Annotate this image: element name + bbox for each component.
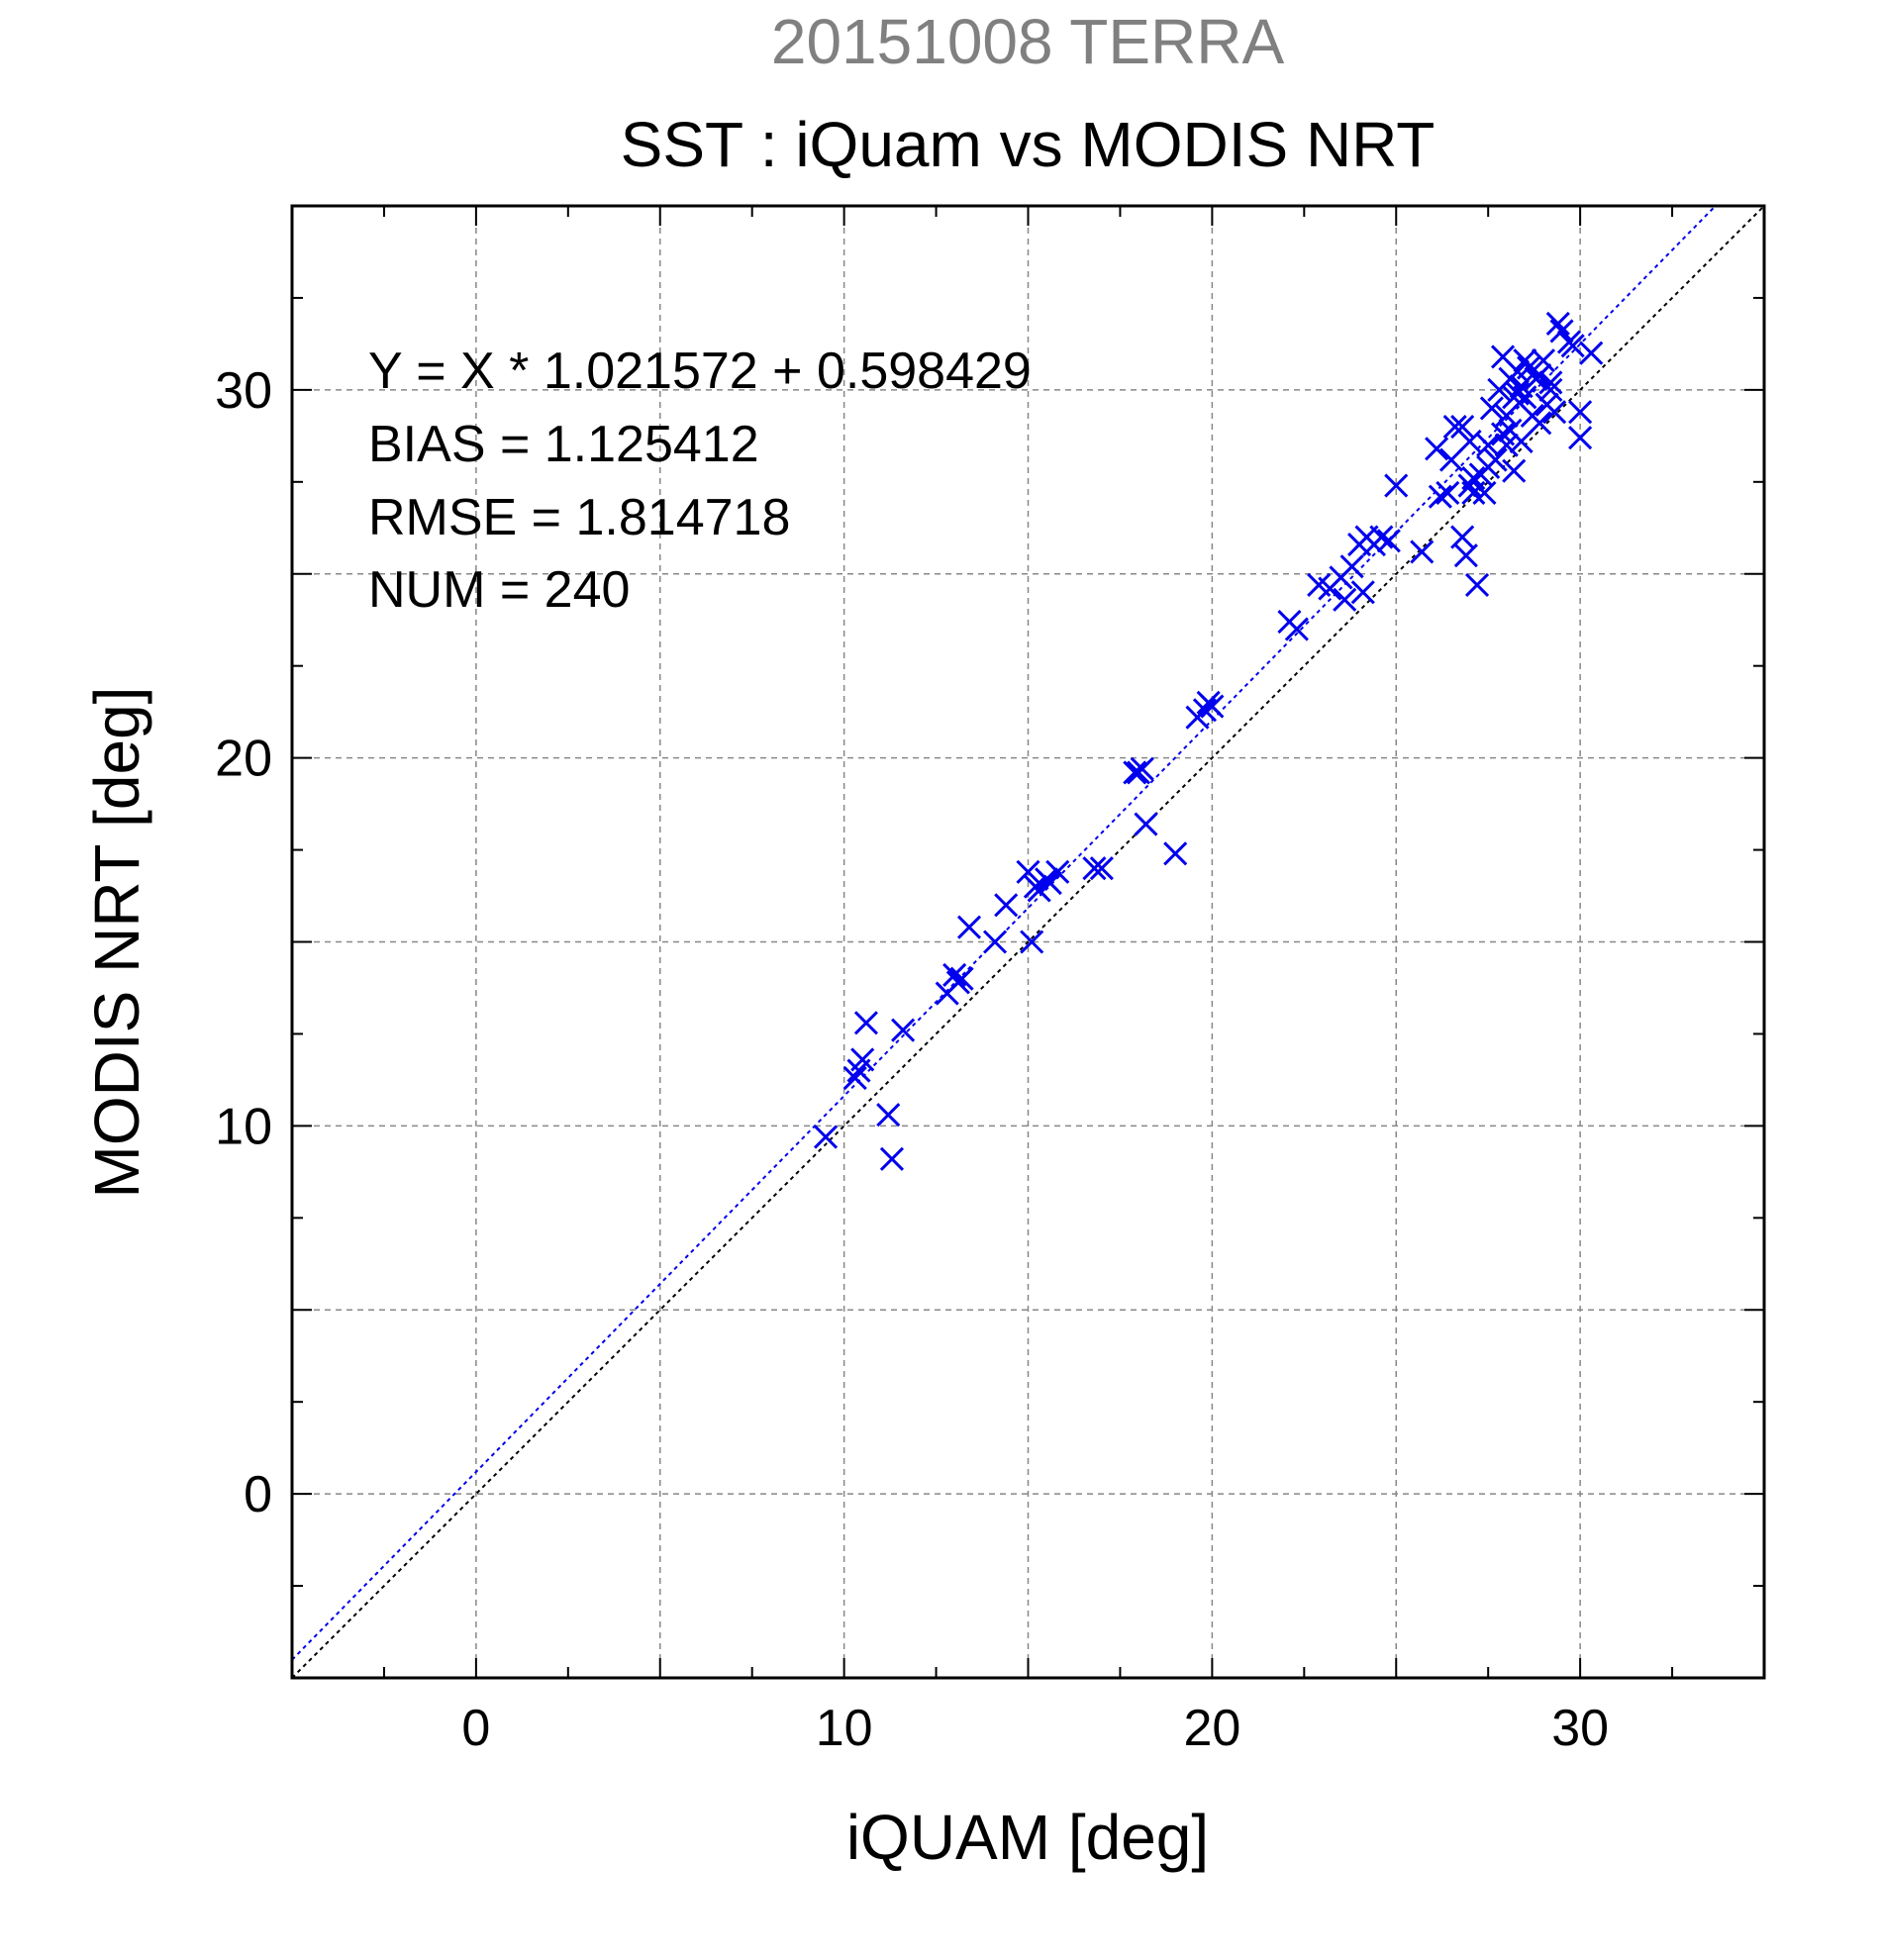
- data-point: [1123, 760, 1147, 785]
- data-point: [1464, 572, 1490, 597]
- stats-bias: BIAS = 1.125412: [368, 416, 759, 473]
- data-point: [942, 962, 967, 988]
- stats-rmse: RMSE = 1.814718: [368, 489, 790, 546]
- data-point: [1016, 859, 1040, 884]
- data-point: [1192, 698, 1218, 723]
- y-tick-label: 10: [215, 1098, 272, 1155]
- data-point: [1410, 539, 1435, 564]
- data-point: [1498, 418, 1523, 442]
- data-point: [1130, 756, 1154, 781]
- chart-title: SST : iQuam vs MODIS NRT: [621, 109, 1436, 180]
- y-tick-label: 0: [244, 1466, 272, 1523]
- data-point: [1436, 480, 1460, 506]
- data-point: [1020, 930, 1044, 954]
- data-point: [891, 1018, 916, 1042]
- data-point: [1472, 480, 1497, 506]
- data-point: [1163, 841, 1188, 866]
- data-point: [1579, 341, 1604, 365]
- x-tick-label: 30: [1551, 1700, 1609, 1757]
- data-point: [813, 1125, 839, 1149]
- data-point: [1038, 870, 1062, 896]
- data-point: [1505, 381, 1530, 406]
- data-point: [1027, 878, 1051, 903]
- identity-line: [292, 206, 1764, 1678]
- y-tick-label: 20: [215, 731, 272, 788]
- data-point: [1517, 355, 1541, 380]
- data-point: [1560, 334, 1585, 358]
- data-point: [853, 1011, 878, 1035]
- data-point: [1384, 473, 1409, 498]
- x-tick-label: 10: [816, 1700, 873, 1757]
- data-point: [949, 966, 974, 991]
- y-tick-labels: 0 10 20 30: [215, 362, 272, 1523]
- x-axis-label: iQUAM [deg]: [846, 1802, 1209, 1873]
- data-point: [1333, 587, 1357, 612]
- data-point: [956, 915, 982, 939]
- data-point: [876, 1103, 901, 1127]
- data-point: [1538, 377, 1563, 402]
- data-point: [1528, 411, 1552, 436]
- data-point: [1457, 429, 1482, 453]
- data-point: [1428, 484, 1452, 509]
- x-tick-label: 0: [461, 1700, 490, 1757]
- data-point: [1568, 426, 1593, 450]
- data-point: [1134, 812, 1158, 836]
- data-point: [842, 1065, 867, 1091]
- data-point: [1545, 311, 1570, 337]
- data-point: [1425, 437, 1449, 461]
- plot-frame: [290, 204, 1766, 1680]
- data-point: [1089, 856, 1114, 881]
- data-point: [1350, 580, 1375, 605]
- data-point: [1528, 362, 1552, 388]
- data-point: [1045, 859, 1070, 884]
- stats-equation: Y = X * 1.021572 + 0.598429: [368, 343, 1032, 400]
- x-tick-labels: 0 10 20 30: [461, 1700, 1609, 1757]
- stats-count: NUM = 240: [368, 561, 630, 619]
- data-point: [1502, 458, 1527, 483]
- data-point: [1450, 414, 1475, 440]
- data-point: [1531, 348, 1556, 373]
- data-point: [982, 930, 1008, 954]
- data-point: [1339, 554, 1364, 579]
- data-point: [1494, 403, 1519, 428]
- y-axis-label: MODIS NRT [deg]: [81, 687, 152, 1199]
- data-point: [1453, 543, 1478, 568]
- data-point: [1438, 447, 1464, 472]
- data-point: [1542, 400, 1567, 425]
- data-point: [879, 1146, 905, 1171]
- data-point: [1476, 454, 1501, 480]
- data-point: [1476, 433, 1501, 457]
- data-point: [1082, 856, 1107, 881]
- data-point: [1568, 400, 1593, 425]
- regression-line: [292, 206, 1718, 1661]
- data-point: [1479, 396, 1504, 421]
- data-point: [1538, 370, 1563, 395]
- data-point: [1494, 433, 1519, 457]
- data-point: [1490, 344, 1516, 369]
- data-point: [1461, 466, 1486, 491]
- grid-lines: [292, 206, 1764, 1678]
- data-point: [1200, 694, 1225, 719]
- data-point: [1513, 385, 1537, 410]
- data-point: [994, 893, 1019, 918]
- reference-lines: [292, 206, 1764, 1678]
- data-point: [1284, 617, 1309, 641]
- data-point: [850, 1047, 875, 1072]
- data-point: [1369, 525, 1394, 549]
- chart-suptitle: 20151008 TERRA: [771, 6, 1285, 77]
- data-point: [1376, 529, 1401, 553]
- data-points: [813, 311, 1604, 1171]
- data-point: [1450, 525, 1475, 549]
- y-tick-label: 30: [215, 362, 272, 420]
- x-tick-label: 20: [1183, 1700, 1240, 1757]
- data-point: [1549, 319, 1574, 343]
